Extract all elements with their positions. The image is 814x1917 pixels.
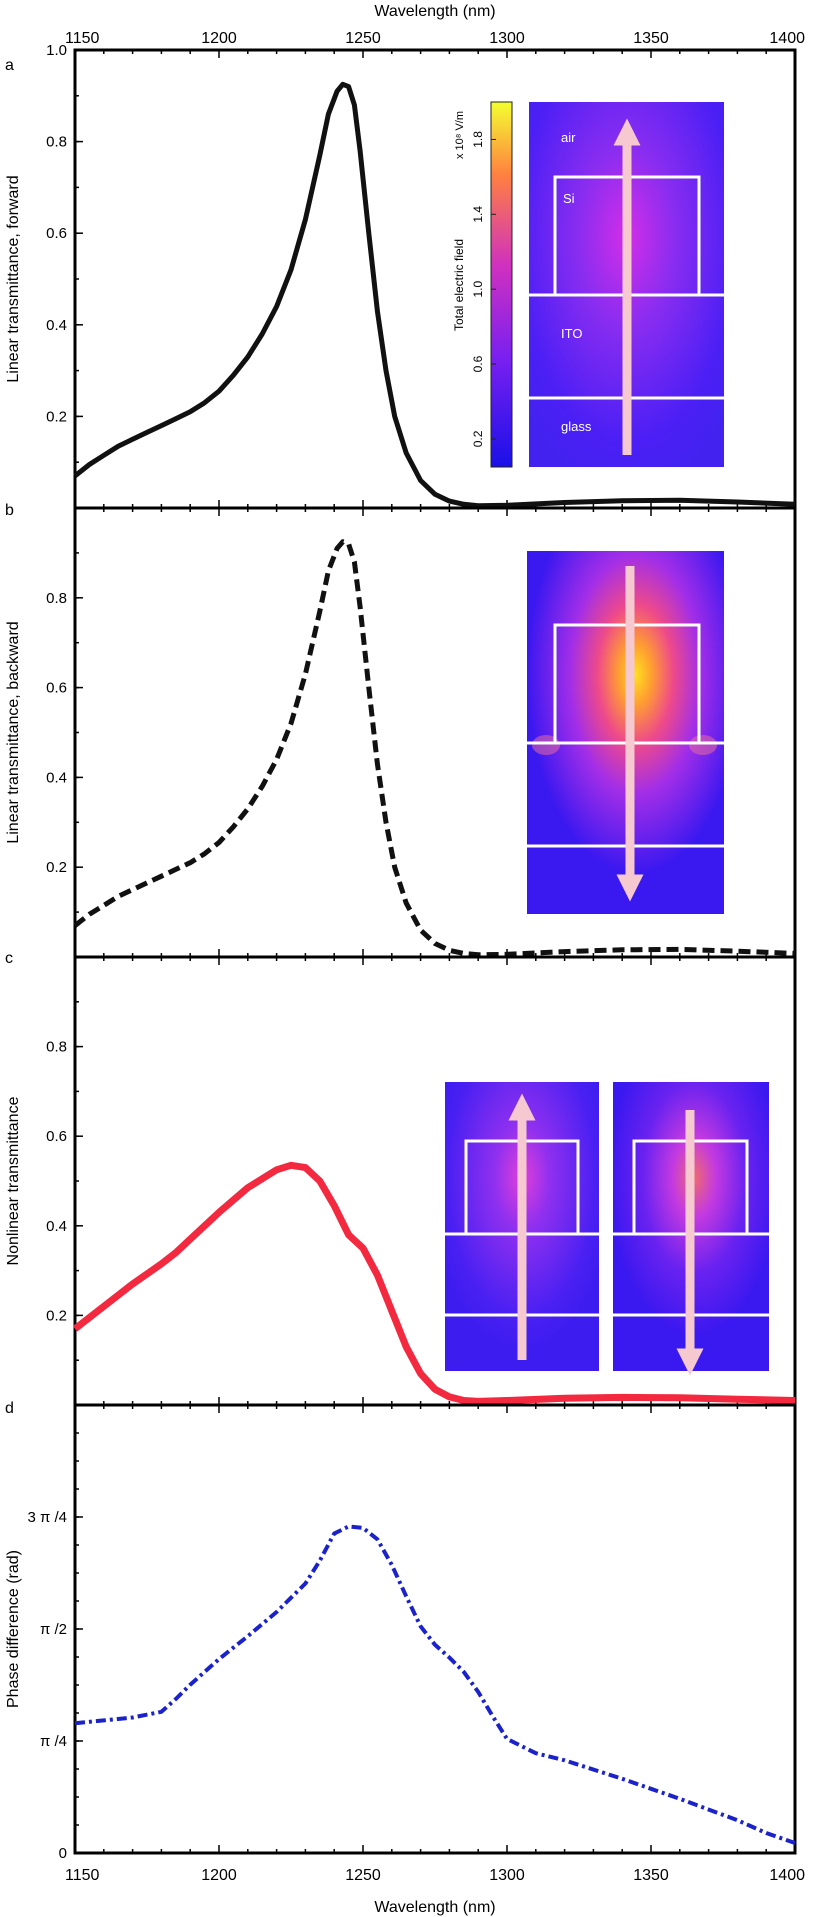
panel-b: 0.2 0.4 0.6 0.8 Linear transmittance, backwa…: [5, 506, 797, 959]
y-tick-label: 0.8: [46, 134, 67, 151]
panel-letter-b: b: [5, 502, 14, 519]
y-tick-label: 0.2: [46, 1307, 67, 1324]
x-tick-label: 1350: [633, 30, 669, 47]
panel-letter-a: a: [5, 57, 14, 74]
layer-label-ito: ITO: [561, 326, 582, 341]
x-tick-label: 1150: [65, 1867, 100, 1884]
y-tick-label: 0.8: [46, 590, 67, 607]
colorbar-unit: x 10⁸ V/m: [454, 111, 466, 159]
top-x-axis-label: Wavelength (nm): [374, 3, 495, 20]
colorbar-label: Total electric field: [452, 239, 466, 331]
top-x-tick-labels: 1150 1200 1250 1300 1350 1400: [65, 30, 805, 47]
x-tick-label: 1400: [769, 1867, 805, 1884]
inset-field-maps-nonlinear: [445, 1082, 769, 1376]
series-line: [72, 1161, 796, 1405]
colorbar-tick-label: 1.0: [471, 281, 485, 298]
panel-letter-d: d: [5, 1400, 14, 1417]
y-tick-label: π /4: [40, 1733, 67, 1750]
y-axis-label: Linear transmittance, backward: [5, 621, 22, 843]
series-line: [74, 1524, 796, 1845]
panel-letter-c: c: [5, 950, 13, 967]
series-line: [73, 539, 796, 958]
y-tick-label: 1.0: [46, 42, 67, 59]
y-tick-label: 0.4: [46, 769, 67, 786]
bottom-x-axis-label: Wavelength (nm): [374, 1899, 495, 1916]
y-tick-label: 0.6: [46, 680, 67, 697]
inset-field-map-forward: 0.2 0.6 1.0 1.4 1.8 Total electric field x 1…: [452, 101, 724, 468]
x-tick-label: 1300: [489, 30, 525, 47]
inset-field-map-backward: [527, 551, 724, 914]
y-tick-label: 0.8: [46, 1039, 67, 1056]
x-tick-label: 1200: [201, 1867, 237, 1884]
x-tick-label: 1400: [769, 30, 805, 47]
y-tick-label: 0.6: [46, 1128, 67, 1145]
bottom-x-tick-labels: 1150 1200 1250 1300 1350 1400: [65, 1867, 805, 1884]
series-line: [73, 81, 796, 509]
colorbar-tick-labels: 0.2 0.6 1.0 1.4 1.8: [471, 131, 496, 447]
y-axis-label: Linear transmittance, forward: [5, 175, 22, 382]
x-tick-label: 1250: [345, 1867, 381, 1884]
colorbar: [491, 102, 512, 467]
colorbar-tick-label: 1.8: [471, 131, 485, 148]
y-tick-label: 0.4: [46, 317, 67, 334]
y-tick-label: 0.2: [46, 408, 67, 425]
y-axis-label: Phase difference (rad): [5, 1550, 22, 1708]
y-tick-label: 0: [59, 1845, 67, 1862]
layer-label-si: Si: [563, 191, 575, 206]
plot-frame: [73, 1403, 797, 1855]
y-tick-label: 0.4: [46, 1218, 67, 1235]
panel-d: 0 π /4 π /2 3 π /4 Phase difference (rad): [5, 1403, 797, 1862]
layer-label-glass: glass: [561, 419, 592, 434]
layer-label-air: air: [561, 130, 576, 145]
colorbar-tick-label: 0.6: [471, 355, 485, 372]
y-tick-label: 0.2: [46, 859, 67, 876]
y-tick-label: π /2: [40, 1621, 67, 1638]
colorbar-tick-label: 1.4: [471, 206, 485, 223]
x-tick-label: 1350: [633, 1867, 669, 1884]
colorbar-tick-label: 0.2: [471, 430, 485, 447]
x-tick-label: 1150: [65, 30, 100, 47]
x-tick-label: 1200: [201, 30, 237, 47]
y-axis-label: Nonlinear transmittance: [5, 1096, 22, 1265]
y-tick-label: 3 π /4: [27, 1509, 67, 1526]
x-tick-label: 1300: [489, 1867, 525, 1884]
y-tick-label: 0.6: [46, 225, 67, 242]
x-tick-label: 1250: [345, 30, 381, 47]
